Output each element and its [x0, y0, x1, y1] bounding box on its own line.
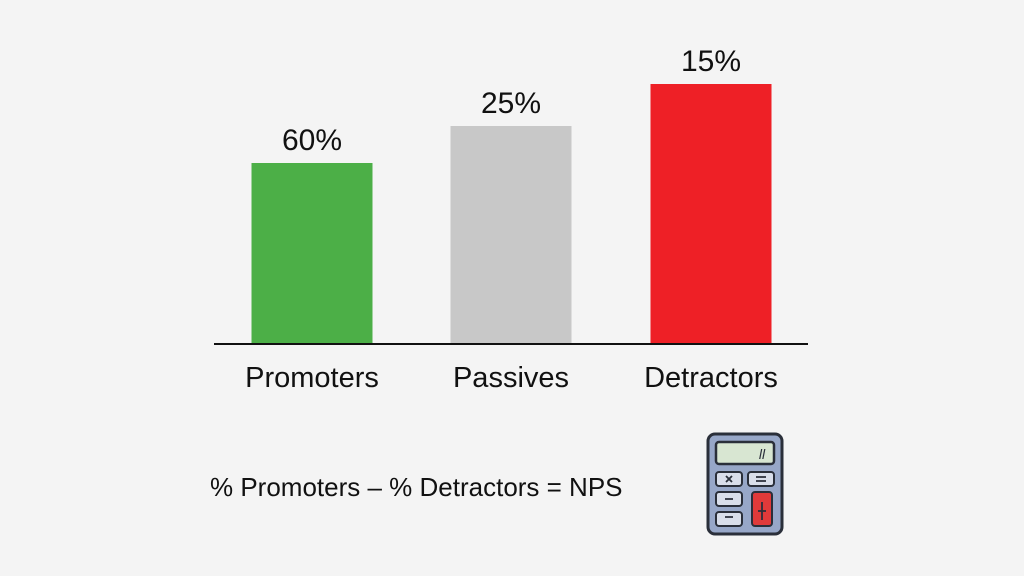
data-label-promoters: 60%: [282, 124, 342, 157]
bar-group: [251, 84, 772, 344]
calculator-display-text: ll: [759, 446, 766, 462]
category-label-detractors: Detractors: [644, 362, 778, 394]
bar-promoters: [251, 163, 373, 344]
data-label-group: 60% 25% 15%: [282, 45, 741, 157]
category-label-passives: Passives: [453, 362, 569, 394]
nps-formula: % Promoters – % Detractors = NPS: [210, 472, 623, 502]
data-label-passives: 25%: [481, 87, 541, 120]
bar-detractors: [650, 84, 772, 344]
data-label-detractors: 15%: [681, 45, 741, 78]
bar-passives: [450, 126, 572, 344]
category-label-group: Promoters Passives Detractors: [245, 362, 778, 394]
calculator-icon: ll: [706, 432, 784, 536]
category-label-promoters: Promoters: [245, 362, 379, 394]
